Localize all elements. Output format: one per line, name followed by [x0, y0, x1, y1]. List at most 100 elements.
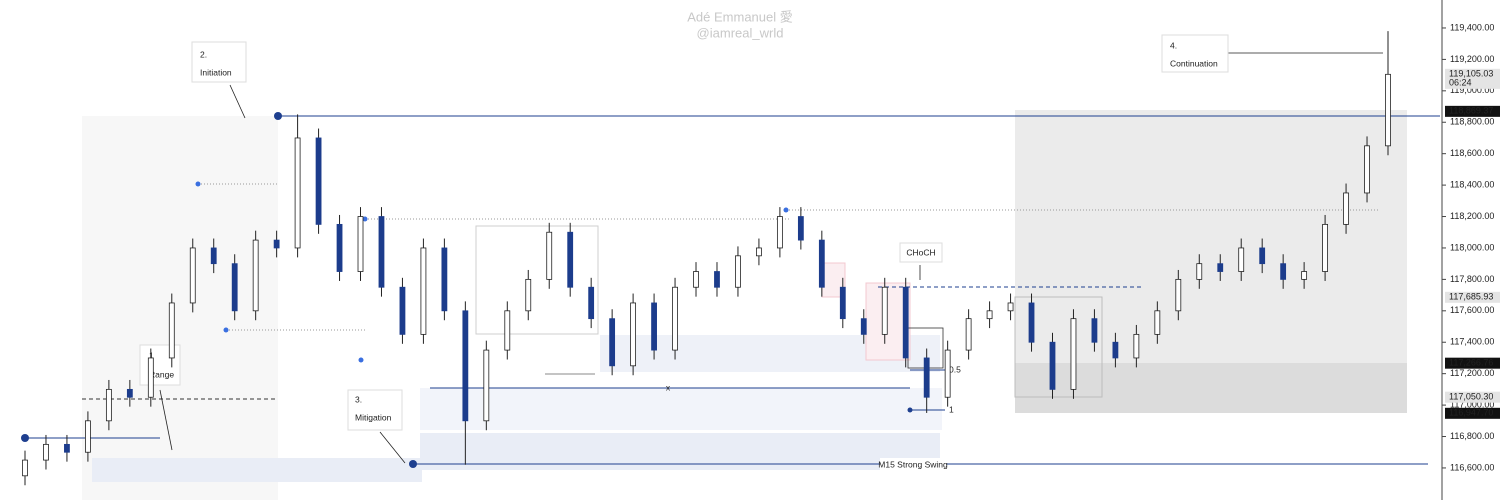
swing-dot [274, 112, 282, 120]
price-label-bg [1445, 391, 1500, 403]
candle-body [1070, 318, 1077, 390]
swing-dot [362, 216, 368, 222]
candle-body [462, 310, 469, 422]
watermark: @iamreal_wrld [697, 25, 784, 40]
price-label: 119,105.03 [1449, 69, 1493, 79]
candle-body [1259, 247, 1266, 265]
arrow [159, 389, 173, 451]
swing-dot [907, 407, 913, 413]
annotation: M15 Strong Swing [878, 459, 948, 469]
candle-body [294, 137, 301, 249]
candle-body [1322, 223, 1328, 272]
price-label: 117,266.76 [1449, 358, 1493, 368]
candle-body [1007, 302, 1014, 312]
candle-body [1028, 302, 1035, 343]
price-label-bg [1445, 105, 1500, 117]
y-tick-label: 118,600.00 [1450, 148, 1494, 158]
price-label: 116,947.70 [1449, 408, 1493, 418]
continuation-zone [1015, 110, 1407, 413]
candle-body [672, 286, 678, 351]
candle-body [1301, 271, 1308, 280]
candle-body [546, 231, 553, 280]
candle-body [902, 286, 909, 359]
candle-body [735, 255, 741, 288]
candle-body [881, 286, 888, 335]
note-box [899, 242, 943, 263]
candle-body [986, 310, 993, 320]
annotation: x [666, 382, 671, 392]
candle-body [1154, 310, 1161, 335]
range-zone [82, 116, 278, 500]
y-tick-label: 118,000.00 [1450, 242, 1494, 252]
blue-zone [420, 388, 942, 430]
price-label-bg [1445, 291, 1500, 303]
candle-body [1133, 333, 1140, 359]
candle-body [1343, 192, 1349, 225]
candle-body [860, 318, 867, 335]
annotation: 2. [200, 49, 207, 59]
annotation: CHoCH [906, 247, 935, 257]
candle-body [22, 459, 28, 477]
candle-body [147, 357, 154, 398]
candle-body [797, 216, 804, 241]
dotted-levels [198, 183, 1380, 331]
watermark: Adé Emmanuel 愛 [687, 9, 793, 24]
price-label: 118,869.37 [1449, 106, 1493, 116]
candle-body [609, 318, 616, 367]
price-label: 117,685.93 [1449, 292, 1493, 302]
candle-body [776, 216, 783, 249]
candle-body [630, 302, 637, 367]
label-bg [880, 458, 946, 470]
candle-body [210, 247, 217, 265]
note-box [191, 41, 247, 83]
candle-body [1238, 247, 1245, 272]
candle-body [818, 239, 825, 288]
annotation: Mitigation [355, 412, 392, 422]
candle-body [965, 318, 972, 351]
demand-zone [1015, 363, 1407, 413]
annotation: Initiation [200, 67, 232, 77]
box [1014, 296, 1103, 398]
candle-body [1049, 341, 1056, 390]
candle-body [651, 302, 657, 351]
candle-body [567, 231, 574, 288]
annotation: Continuation [1170, 58, 1218, 68]
candle-body [126, 388, 133, 398]
y-tick-label: 119,000.00 [1450, 85, 1494, 95]
swing-dot [21, 434, 29, 442]
candle-body [441, 247, 448, 312]
price-label: 117,050.30 [1449, 392, 1493, 402]
countdown: 06:24 [1449, 78, 1472, 88]
candle-body [1385, 73, 1391, 147]
candle-body [714, 271, 720, 288]
swing-dots [21, 112, 913, 468]
blue-zone [92, 458, 422, 482]
candle-body [1280, 263, 1287, 280]
arrow [379, 431, 406, 464]
note-box [347, 389, 403, 431]
candle-body [483, 349, 490, 422]
price-label-bg [1445, 407, 1500, 419]
candle-body [64, 443, 70, 453]
y-tick-label: 117,400.00 [1450, 337, 1494, 347]
y-tick-label: 119,400.00 [1450, 22, 1494, 32]
candle-body [923, 357, 930, 398]
candle-body [693, 271, 699, 288]
fib-label: 1 [949, 404, 954, 414]
swing-dot [358, 357, 364, 363]
candle-body [756, 247, 762, 257]
price-label-bg [1445, 68, 1500, 89]
y-tick-label: 118,800.00 [1450, 117, 1494, 127]
price-label-bg [1445, 357, 1500, 369]
candle-body [252, 239, 259, 312]
y-tick-label: 117,200.00 [1450, 368, 1494, 378]
box [475, 225, 599, 335]
candle-body [231, 263, 238, 312]
candle-body [504, 310, 511, 351]
candle-body [1175, 278, 1182, 312]
candle-body [315, 137, 322, 225]
candle-body [525, 278, 532, 312]
candle-body [336, 223, 343, 272]
y-tick-label: 119,200.00 [1450, 54, 1494, 64]
